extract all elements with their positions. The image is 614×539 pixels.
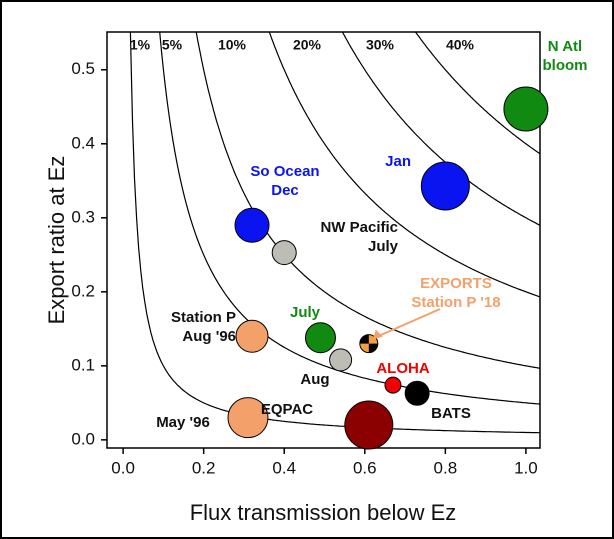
contour-label: 30% (366, 37, 395, 53)
bubble-quadrant (359, 334, 369, 344)
contour-label: 1% (130, 37, 151, 53)
y-axis-title: Export ratio at Ez (44, 156, 69, 325)
bubble-quadrant (368, 343, 378, 353)
point-label: N Atl (548, 38, 582, 55)
y-tick-label: 0.4 (71, 133, 95, 152)
x-tick-label: 0.0 (111, 458, 135, 477)
x-tick-label: 0.6 (353, 458, 377, 477)
arrow (374, 308, 441, 339)
arrow-head (372, 329, 383, 340)
y-tick-label: 0.2 (71, 281, 95, 300)
contour-label: 5% (162, 37, 183, 53)
bubble (234, 207, 270, 243)
point-label: Station P (171, 309, 236, 326)
bubble (344, 400, 394, 450)
contours (129, 32, 540, 434)
point-label: Station P '18 (411, 294, 500, 311)
contour-line (268, 32, 540, 298)
x-tick-label: 0.4 (272, 458, 296, 477)
bubble (227, 397, 269, 439)
contour-line (159, 32, 540, 405)
point-label: July (368, 238, 399, 255)
point-label: So Ocean (250, 163, 319, 180)
point-label: May '96 (156, 414, 210, 431)
point-label: July (290, 304, 321, 321)
y-tick-label: 0.3 (71, 207, 95, 226)
point-label: BATS (431, 405, 471, 422)
point-label: NW Pacific (320, 219, 398, 236)
point-label: Dec (271, 182, 299, 199)
contour-label: 40% (446, 37, 475, 53)
bubble (329, 348, 353, 372)
y-tick-label: 0.5 (71, 59, 95, 78)
point-label: Aug '96 (182, 328, 236, 345)
point-label: EQPAC (261, 401, 313, 418)
point-label: Aug (300, 371, 329, 388)
y-tick-label: 0.0 (71, 429, 95, 448)
point-label: Jan (385, 153, 411, 170)
y-tick-label: 0.1 (71, 355, 95, 374)
bubble (304, 322, 336, 354)
bubble (404, 380, 430, 406)
point-label: bloom (543, 57, 588, 74)
x-axis-title: Flux transmission below Ez (190, 500, 457, 525)
bubble (384, 376, 402, 394)
bubble (271, 240, 297, 266)
x-tick-label: 1.0 (514, 458, 538, 477)
point-label: ALOHA (376, 360, 429, 377)
plot-area (106, 31, 541, 449)
contour-label: 10% (218, 37, 247, 53)
x-tick-label: 0.2 (192, 458, 216, 477)
contour-line (415, 32, 540, 155)
contour-line (129, 32, 540, 434)
contour-label: 20% (293, 37, 322, 53)
bubble (235, 319, 269, 353)
contour-line (341, 32, 540, 226)
x-tick-label: 0.8 (434, 458, 458, 477)
bubble (503, 86, 549, 132)
bubble (420, 161, 470, 211)
point-label: EXPORTS (420, 275, 492, 292)
